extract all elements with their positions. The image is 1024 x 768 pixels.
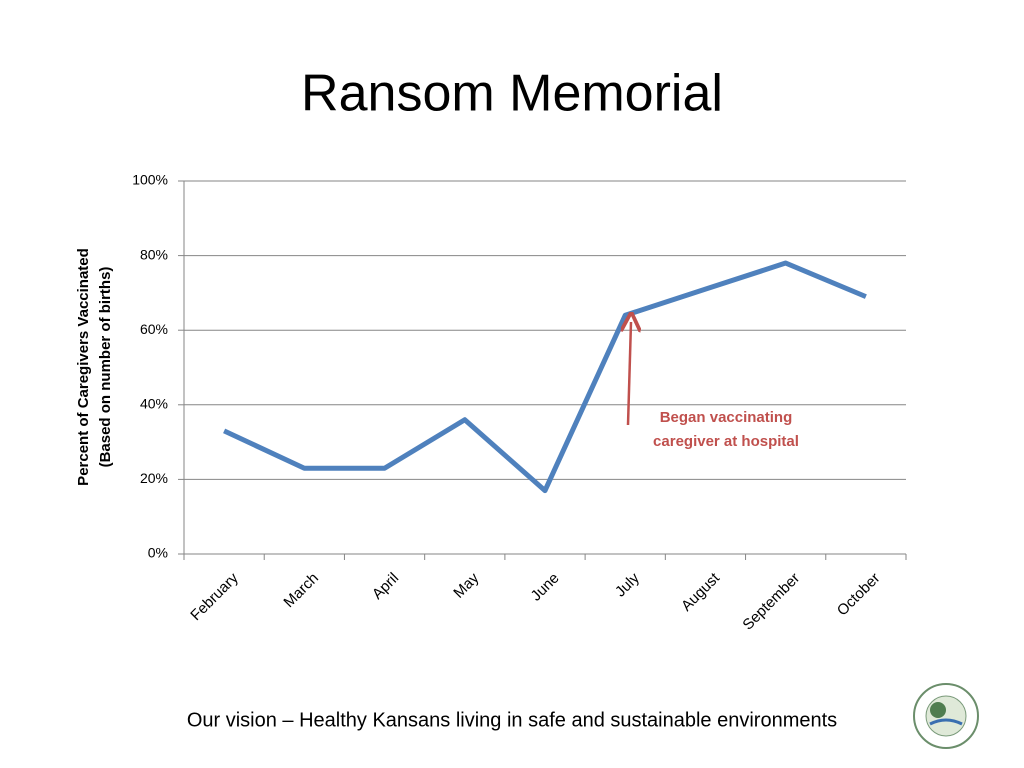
y-tick-label: 100%	[132, 172, 168, 188]
logo-wave	[929, 718, 963, 726]
x-tick-label: July	[612, 569, 643, 600]
logo	[913, 683, 979, 749]
annotation-text: caregiver at hospital	[653, 433, 799, 450]
x-tick-label: August	[678, 569, 724, 615]
y-tick-label: 40%	[140, 396, 168, 412]
footer: Our vision – Healthy Kansans living in s…	[187, 709, 837, 731]
y-tick-label: 60%	[140, 321, 168, 337]
annotation-text: Began vaccinating	[660, 409, 793, 426]
annotation-arrow	[628, 322, 631, 426]
chart-title: Ransom Memorial	[301, 65, 723, 123]
x-tick-label: April	[369, 570, 402, 603]
y-axis-label: Percent of Caregivers Vaccinated	[75, 248, 92, 486]
y-axis-label: (Based on number of births)	[97, 267, 114, 468]
data-line	[223, 260, 867, 494]
x-tick-label: September	[739, 570, 803, 634]
x-tick-label: October	[834, 570, 884, 620]
x-tick-label: March	[280, 570, 321, 611]
x-tick-label: February	[187, 569, 242, 624]
logo-tree	[930, 702, 946, 718]
x-tick-label: June	[528, 570, 563, 605]
y-tick-label: 80%	[140, 246, 168, 262]
x-tick-label: May	[450, 569, 482, 601]
y-tick-label: 0%	[148, 545, 168, 561]
y-tick-label: 20%	[140, 470, 168, 486]
logo-center	[925, 695, 967, 737]
